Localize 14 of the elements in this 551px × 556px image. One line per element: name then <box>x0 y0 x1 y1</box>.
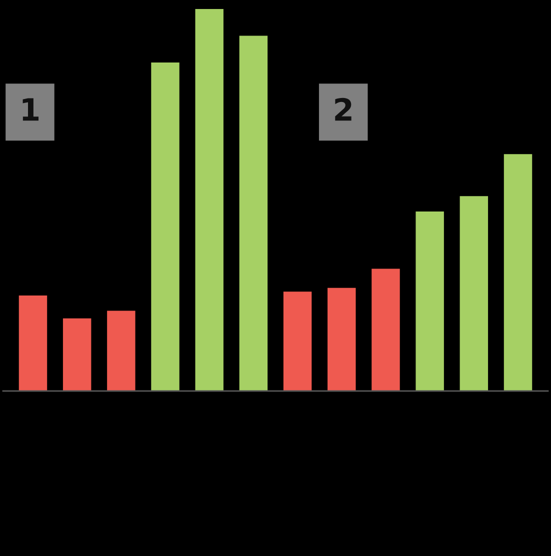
bar <box>195 9 224 391</box>
bar <box>107 310 136 391</box>
bar <box>504 154 532 391</box>
bar <box>62 318 92 391</box>
bar <box>416 211 444 391</box>
annotation: 2 <box>335 98 352 121</box>
bar <box>18 296 48 391</box>
annotation: 1 <box>22 98 39 121</box>
bar <box>372 268 400 391</box>
bar <box>239 36 268 391</box>
bar <box>460 196 488 391</box>
bar <box>283 292 312 391</box>
bar <box>328 288 356 391</box>
bar <box>151 62 180 391</box>
